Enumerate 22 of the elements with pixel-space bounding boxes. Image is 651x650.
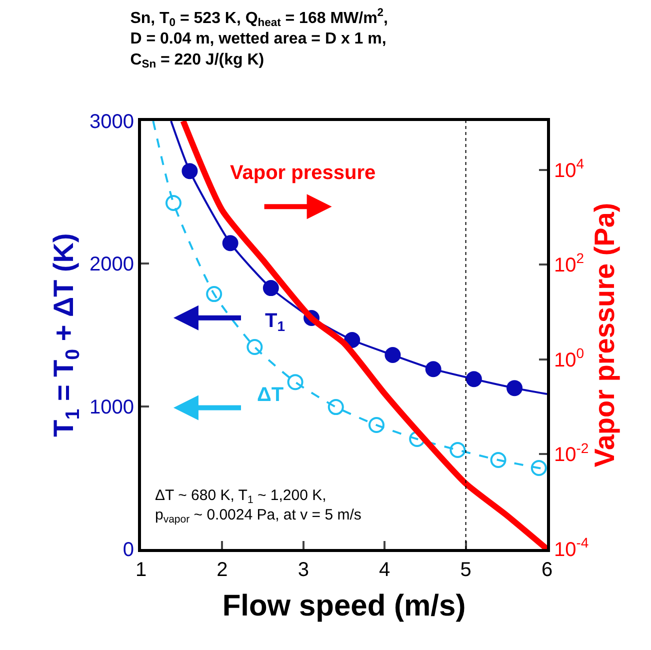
y2-tick-label: 10$^{2}$: [554, 250, 584, 277]
x-axis-title: Flow speed (m/s): [222, 590, 466, 622]
series-label: Vapor pressure: [230, 162, 376, 184]
y-tick-label: 3000: [90, 111, 134, 133]
y-tick-label: 0: [122, 539, 134, 561]
y2-tick-label: 10$^{0}$: [554, 345, 584, 372]
chart-title: Sn, T$_{0}$ = 523 K, Q$_{heat}$ = 168 MW/m$^{2}$, D = 0.04 m, wetted area = D x 1 m, C$_{Sn}$ = 220 J/(kg K): [130, 7, 388, 71]
x-tick-label: 4: [379, 559, 390, 581]
x-tick-label: 2: [216, 559, 228, 581]
y2-tick-label: 10$^{-4}$: [554, 534, 589, 561]
y2-axis-title: Vapor pressure (Pa): [588, 202, 620, 468]
x-tick-label: 6: [541, 559, 553, 581]
legend-label: ΔT: [257, 384, 284, 406]
x-tick-label: 3: [298, 559, 309, 581]
y2-tick-label: 10$^{-2}$: [554, 440, 589, 466]
x-tick-label: 5: [460, 559, 472, 581]
y-tick-label: 2000: [90, 254, 134, 276]
text: ΔT ~ 680 K, T$_{1}$ ~ 1,200 K, p$_{vapor}$ ~ 0.0024 Pa, at v = 5 m/s: [155, 487, 362, 526]
y2-tick-label: 10$^{4}$: [554, 155, 584, 182]
x-tick-label: 1: [135, 559, 147, 581]
y-tick-label: 1000: [90, 396, 134, 418]
legend-label: T$_{1}$: [265, 310, 286, 334]
